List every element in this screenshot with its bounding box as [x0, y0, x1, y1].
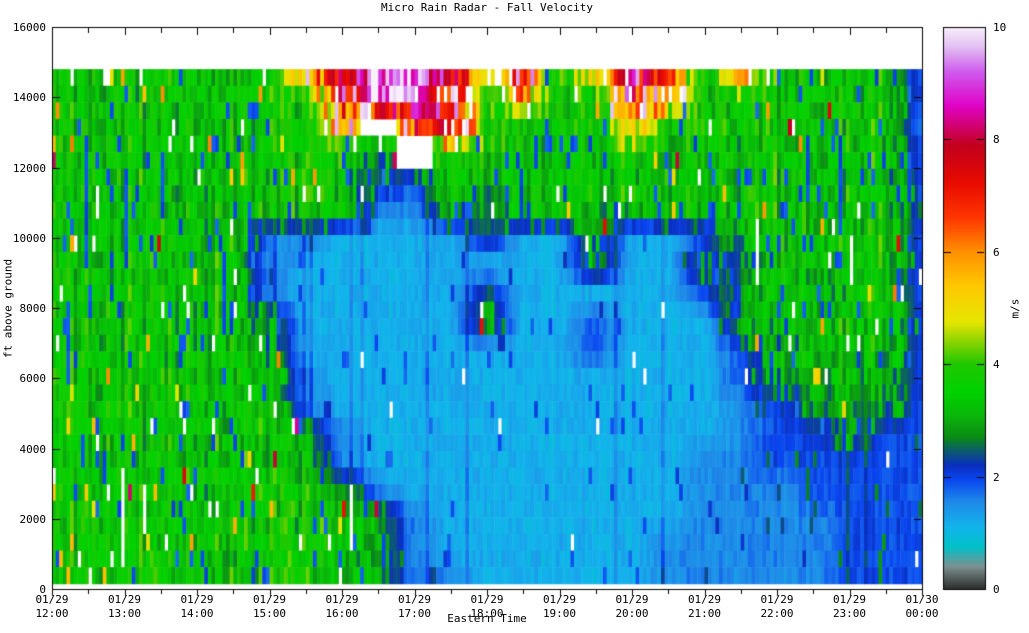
colorbar-unit-label: m/s — [1008, 298, 1022, 319]
colorbar-tick-label: 10 — [993, 21, 1007, 34]
x-tick-time: 18:00 — [470, 607, 504, 620]
x-tick-date: 01/29 — [107, 593, 142, 606]
x-tick-time: 14:00 — [180, 607, 214, 620]
x-tick-time: 13:00 — [107, 607, 142, 620]
x-tick-date: 01/29 — [325, 593, 359, 606]
x-tick-date: 01/29 — [470, 593, 504, 606]
y-tick-label: 16000 — [12, 21, 46, 34]
y-tick-label: 2000 — [19, 512, 47, 526]
y-tick-label: 10000 — [12, 231, 46, 245]
colorbar-tick-label: 6 — [993, 245, 1000, 259]
x-tick-label: 01/29 23:00 — [813, 593, 887, 621]
x-tick-label: 01/30 00:00 — [885, 593, 959, 621]
x-tick-date: 01/29 — [35, 593, 69, 606]
y-tick-label: 0 — [39, 583, 46, 596]
x-tick-date: 01/29 — [542, 593, 577, 606]
x-tick-label: 01/29 15:00 — [233, 593, 307, 621]
x-tick-time: 23:00 — [832, 607, 867, 620]
x-tick-date: 01/30 — [905, 593, 939, 606]
x-tick-label: 01/29 16:00 — [305, 593, 379, 621]
x-tick-time: 15:00 — [252, 607, 287, 620]
x-tick-date: 01/29 — [615, 593, 649, 606]
x-tick-label: 01/29 12:00 — [15, 593, 89, 621]
y-tick-label: 6000 — [19, 372, 47, 386]
colorbar-tick-label: 8 — [993, 133, 1000, 147]
y-tick-label: 12000 — [12, 161, 46, 175]
x-tick-time: 16:00 — [325, 607, 359, 620]
x-tick-label: 01/29 13:00 — [88, 593, 162, 621]
x-tick-date: 01/29 — [760, 593, 794, 606]
x-tick-time: 19:00 — [542, 607, 577, 620]
x-tick-date: 01/29 — [687, 593, 722, 606]
x-tick-time: 21:00 — [687, 607, 722, 620]
x-tick-label: 01/29 22:00 — [740, 593, 814, 621]
colorbar-tick-label: 0 — [993, 583, 1000, 596]
colorbar-tick-label: 2 — [993, 470, 1000, 484]
x-tick-date: 01/29 — [397, 593, 432, 606]
x-tick-label: 01/29 17:00 — [378, 593, 452, 621]
x-tick-time: 17:00 — [397, 607, 432, 620]
y-tick-label: 8000 — [19, 302, 47, 315]
x-tick-date: 01/29 — [180, 593, 214, 606]
x-tick-label: 01/29 14:00 — [160, 593, 234, 621]
x-tick-label: 01/29 18:00 — [450, 593, 524, 621]
y-tick-label: 14000 — [12, 91, 46, 105]
chart-title: Micro Rain Radar - Fall Velocity — [381, 1, 593, 14]
x-tick-label: 01/29 20:00 — [595, 593, 669, 621]
x-tick-time: 00:00 — [905, 607, 939, 620]
x-tick-label: 01/29 19:00 — [523, 593, 597, 621]
x-tick-date: 01/29 — [252, 593, 287, 606]
x-tick-label: 01/29 21:00 — [668, 593, 742, 621]
colorbar-tick-label: 4 — [993, 358, 1000, 372]
x-tick-time: 20:00 — [615, 607, 649, 620]
y-tick-label: 4000 — [19, 442, 47, 456]
x-tick-time: 12:00 — [35, 607, 69, 620]
x-tick-date: 01/29 — [832, 593, 867, 606]
x-tick-time: 22:00 — [760, 607, 794, 620]
